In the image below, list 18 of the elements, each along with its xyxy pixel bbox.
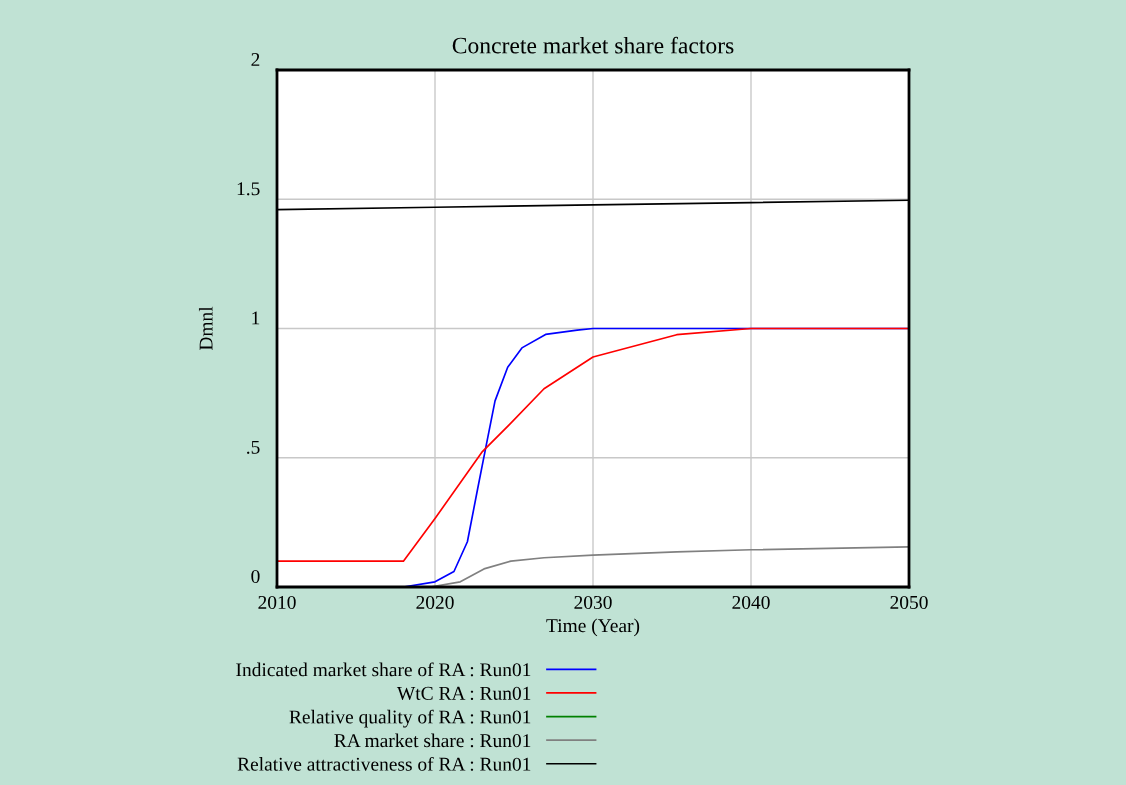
legend-label: WtC RA : Run01 (396, 686, 531, 700)
x-tick-label: 2050 (890, 595, 928, 610)
x-tick-label: 2020 (416, 595, 454, 610)
x-tick-label: 2030 (574, 595, 612, 610)
legend-label: RA market share : Run01 (334, 733, 531, 748)
x-tick-label: 2040 (732, 595, 770, 610)
y-tick-label: 1 (252, 311, 260, 325)
legend-label: Relative quality of RA : Run01 (289, 709, 531, 728)
y-axis-title: Dmnl (198, 306, 213, 351)
y-tick-label: 0 (251, 569, 260, 584)
x-tick-label: 2010 (258, 595, 296, 610)
y-tick-label: 1.5 (237, 182, 260, 196)
chart-title: Concrete market share factors (452, 36, 734, 54)
y-tick-label: .5 (247, 440, 260, 454)
legend-label: Indicated market share of RA : Run01 (236, 662, 531, 677)
y-tick-label: 2 (251, 52, 260, 66)
legend-label: Relative attractiveness of RA : Run01 (237, 756, 531, 771)
x-axis-title: Time (Year) (546, 618, 640, 637)
